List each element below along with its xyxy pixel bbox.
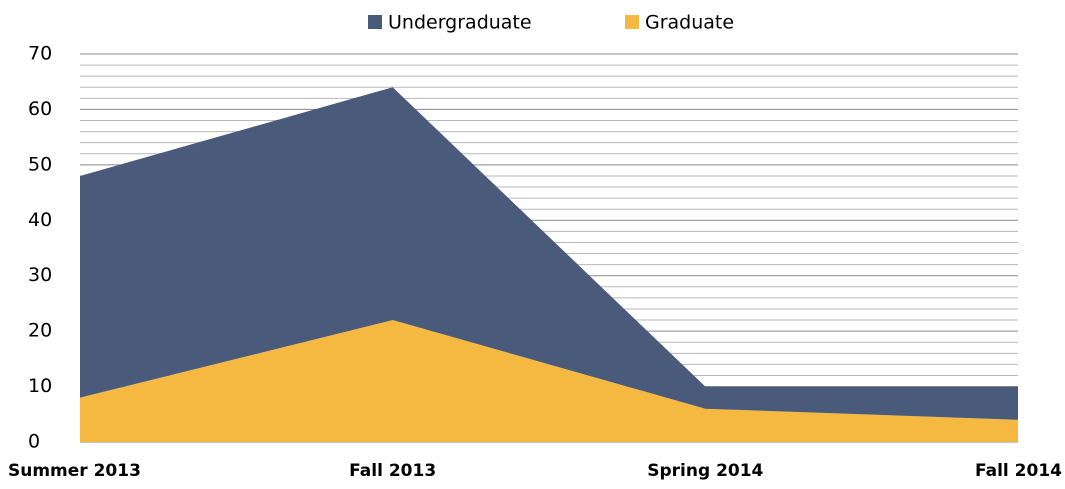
x-tick-label: Fall 2013 bbox=[349, 461, 436, 481]
y-tick-label: 30 bbox=[28, 264, 52, 286]
area bbox=[80, 87, 1018, 420]
y-tick-label: 40 bbox=[28, 209, 52, 231]
y-tick-label: 10 bbox=[28, 375, 52, 397]
legend-swatch bbox=[368, 15, 382, 29]
y-tick-label: 0 bbox=[28, 431, 40, 453]
legend-label: Graduate bbox=[645, 12, 734, 34]
y-tick-label: 60 bbox=[28, 98, 52, 120]
legend-swatch bbox=[625, 15, 639, 29]
legend-label: Undergraduate bbox=[388, 12, 532, 34]
x-tick-label: Fall 2014 bbox=[975, 461, 1062, 481]
area bbox=[80, 320, 1018, 442]
y-tick-label: 50 bbox=[28, 153, 52, 175]
x-tick-label: Summer 2013 bbox=[8, 461, 141, 481]
y-tick-label: 20 bbox=[28, 320, 52, 342]
x-tick-label: Spring 2014 bbox=[647, 461, 763, 481]
y-tick-label: 70 bbox=[28, 43, 52, 65]
